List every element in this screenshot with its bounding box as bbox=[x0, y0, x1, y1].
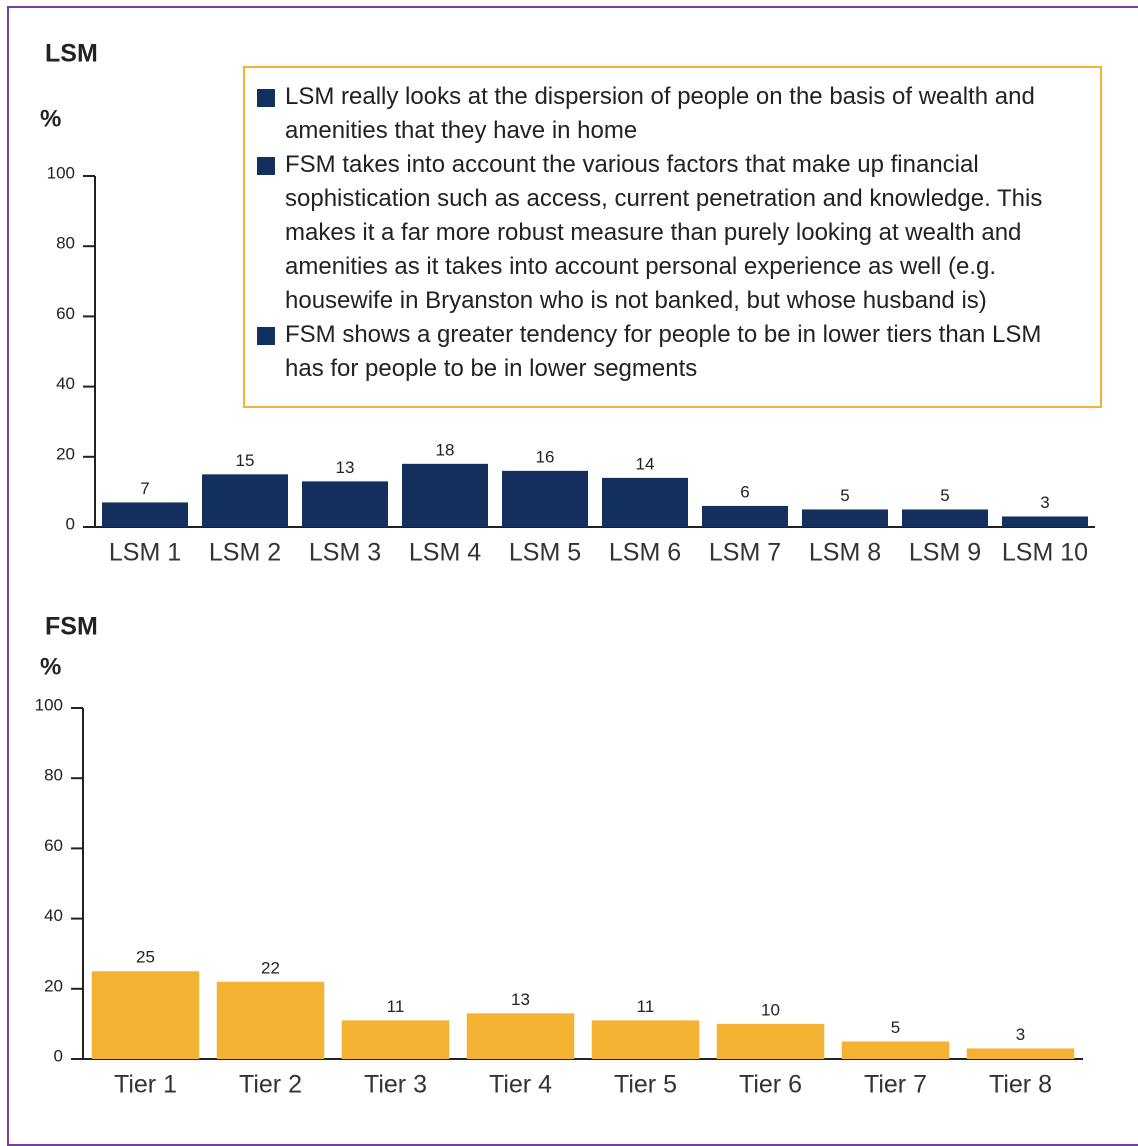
value-label: 6 bbox=[740, 482, 749, 501]
y-tick-label: 20 bbox=[56, 444, 75, 463]
x-tick-label: LSM 3 bbox=[309, 539, 381, 567]
bar bbox=[602, 477, 688, 527]
y-tick-label: 60 bbox=[56, 304, 75, 323]
chart-title: LSM bbox=[45, 40, 98, 68]
bar bbox=[102, 502, 188, 527]
bar bbox=[466, 1013, 575, 1059]
x-tick-label: Tier 2 bbox=[239, 1071, 302, 1099]
chart-title: FSM bbox=[45, 613, 98, 641]
value-label: 10 bbox=[761, 1000, 780, 1019]
value-label: 5 bbox=[840, 486, 849, 505]
value-label: 16 bbox=[536, 447, 555, 466]
bar bbox=[716, 1023, 825, 1059]
bar bbox=[966, 1048, 1075, 1059]
y-tick-label: 40 bbox=[56, 374, 75, 393]
x-tick-label: Tier 7 bbox=[864, 1071, 927, 1099]
y-axis-label: % bbox=[40, 653, 61, 680]
value-label: 15 bbox=[236, 451, 255, 470]
bar bbox=[202, 474, 288, 527]
note-bullet: FSM shows a greater tendency for people … bbox=[255, 318, 1086, 386]
x-tick-label: LSM 5 bbox=[509, 539, 581, 567]
value-label: 13 bbox=[511, 990, 530, 1009]
x-tick-label: Tier 8 bbox=[989, 1071, 1052, 1099]
x-tick-label: Tier 5 bbox=[614, 1071, 677, 1099]
bar bbox=[216, 981, 325, 1059]
bar bbox=[341, 1020, 450, 1059]
x-tick-label: LSM 1 bbox=[109, 539, 181, 567]
value-label: 3 bbox=[1016, 1025, 1025, 1044]
x-tick-label: Tier 1 bbox=[114, 1071, 177, 1099]
y-tick-label: 60 bbox=[44, 836, 63, 855]
y-tick-label: 80 bbox=[56, 234, 75, 253]
bar bbox=[802, 509, 888, 527]
value-label: 7 bbox=[140, 479, 149, 498]
bar bbox=[1002, 516, 1088, 527]
value-label: 11 bbox=[387, 997, 405, 1016]
y-tick-label: 100 bbox=[35, 695, 63, 714]
note-bullet: LSM really looks at the dispersion of pe… bbox=[255, 80, 1086, 148]
value-label: 5 bbox=[891, 1018, 900, 1037]
bar bbox=[402, 463, 488, 527]
value-label: 14 bbox=[636, 454, 655, 473]
bar bbox=[91, 971, 200, 1059]
y-tick-label: 0 bbox=[66, 514, 75, 533]
x-tick-label: LSM 4 bbox=[409, 539, 481, 567]
value-label: 11 bbox=[637, 997, 655, 1016]
x-tick-label: LSM 6 bbox=[609, 539, 681, 567]
x-tick-label: LSM 8 bbox=[809, 539, 881, 567]
value-label: 25 bbox=[136, 948, 155, 967]
value-label: 13 bbox=[336, 458, 355, 477]
y-tick-label: 80 bbox=[44, 766, 63, 785]
bar bbox=[591, 1020, 700, 1059]
value-label: 3 bbox=[1040, 493, 1049, 512]
value-label: 22 bbox=[261, 958, 280, 977]
x-tick-label: LSM 10 bbox=[1002, 539, 1088, 567]
x-tick-label: LSM 9 bbox=[909, 539, 981, 567]
x-tick-label: Tier 4 bbox=[489, 1071, 552, 1099]
x-tick-label: LSM 2 bbox=[209, 539, 281, 567]
notes-box: LSM really looks at the dispersion of pe… bbox=[243, 66, 1102, 408]
value-label: 18 bbox=[436, 440, 455, 459]
bar bbox=[902, 509, 988, 527]
x-tick-label: Tier 6 bbox=[739, 1071, 802, 1099]
y-tick-label: 100 bbox=[47, 163, 75, 182]
y-tick-label: 20 bbox=[44, 976, 63, 995]
note-bullet: FSM takes into account the various facto… bbox=[255, 148, 1086, 318]
bar bbox=[502, 470, 588, 527]
y-axis-label: % bbox=[40, 105, 61, 132]
value-label: 5 bbox=[940, 486, 949, 505]
y-tick-label: 0 bbox=[54, 1046, 63, 1065]
bar bbox=[841, 1041, 950, 1059]
bar bbox=[302, 481, 388, 527]
y-tick-label: 40 bbox=[44, 906, 63, 925]
x-tick-label: LSM 7 bbox=[709, 539, 781, 567]
bar bbox=[702, 505, 788, 527]
x-tick-label: Tier 3 bbox=[364, 1071, 427, 1099]
